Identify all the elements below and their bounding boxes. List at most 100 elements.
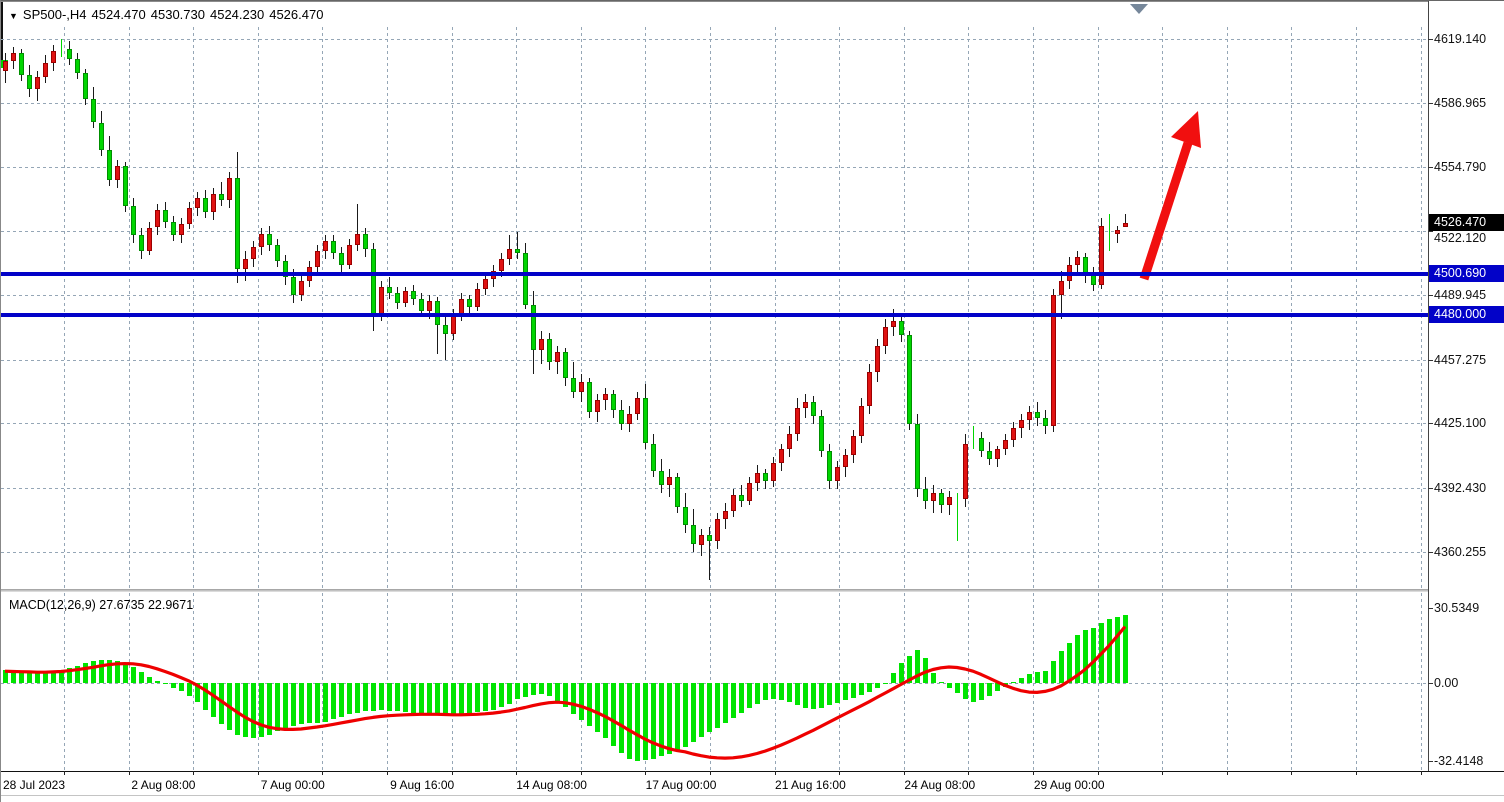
macd-histogram-bar bbox=[195, 683, 200, 703]
bearish-candle-body bbox=[163, 209, 168, 222]
horizontal-gridline bbox=[1, 423, 1428, 424]
current-price-badge: 4526.470 bbox=[1429, 214, 1504, 232]
macd-histogram-bar bbox=[1059, 651, 1064, 683]
macd-histogram-bar bbox=[715, 683, 720, 728]
macd-histogram-bar bbox=[387, 683, 392, 711]
bullish-candle-body bbox=[115, 166, 120, 180]
macd-histogram-bar bbox=[1067, 642, 1072, 683]
bearish-candle-body bbox=[75, 59, 80, 73]
time-axis-tick bbox=[1097, 771, 1099, 775]
price-axis-tick bbox=[1428, 103, 1433, 104]
macd-histogram-bar bbox=[1051, 660, 1056, 683]
macd-histogram-bar bbox=[699, 683, 704, 738]
trend-arrow-head[interactable] bbox=[1171, 111, 1201, 148]
vertical-gridline bbox=[580, 593, 582, 771]
macd-histogram-bar bbox=[251, 683, 256, 739]
bullish-candle-body bbox=[451, 314, 456, 335]
bullish-candle-body bbox=[187, 207, 192, 224]
last-candle-marker-icon bbox=[1130, 4, 1148, 14]
macd-histogram-bar bbox=[883, 683, 888, 685]
time-axis-tick bbox=[839, 771, 841, 775]
macd-indicator-pane[interactable] bbox=[1, 593, 1429, 771]
ohlc-high: 4530.730 bbox=[150, 7, 205, 22]
bullish-candle-body bbox=[179, 223, 184, 236]
bearish-candle-body bbox=[219, 193, 224, 200]
bearish-candle-body bbox=[443, 324, 448, 335]
macd-histogram-bar bbox=[427, 683, 432, 714]
bullish-candle-body bbox=[43, 63, 48, 77]
price-axis-label: 4586.965 bbox=[1434, 96, 1487, 110]
symbol-dropdown-icon[interactable]: ▼ bbox=[9, 11, 18, 21]
macd-histogram-bar bbox=[203, 683, 208, 710]
bullish-candle-body bbox=[499, 259, 504, 272]
macd-histogram-bar bbox=[331, 683, 336, 720]
macd-histogram-bar bbox=[347, 683, 352, 715]
macd-axis-label: -32.4148 bbox=[1434, 754, 1484, 768]
macd-histogram-bar bbox=[955, 683, 960, 693]
macd-histogram-bar bbox=[875, 683, 880, 689]
bearish-candle-body bbox=[83, 73, 88, 99]
macd-histogram-bar bbox=[1115, 616, 1120, 683]
support-resistance-line[interactable] bbox=[1, 312, 1428, 317]
time-axis-tick bbox=[580, 771, 582, 775]
macd-histogram-bar bbox=[67, 668, 72, 683]
bullish-candle-body bbox=[35, 76, 40, 89]
bearish-candle-body bbox=[643, 397, 648, 444]
bullish-candle-body bbox=[787, 433, 792, 450]
support-resistance-line[interactable] bbox=[1, 271, 1428, 276]
time-axis-label: 28 Jul 2023 bbox=[2, 778, 66, 792]
macd-histogram-bar bbox=[547, 683, 552, 697]
bullish-candle-body bbox=[1115, 229, 1120, 234]
macd-histogram-bar bbox=[523, 683, 528, 698]
price-level-badge: 4500.690 bbox=[1429, 265, 1504, 283]
macd-histogram-bar bbox=[411, 683, 416, 713]
bullish-candle-body bbox=[595, 399, 600, 412]
macd-histogram-bar bbox=[515, 683, 520, 699]
bullish-candle-body bbox=[883, 326, 888, 347]
macd-histogram-bar bbox=[795, 683, 800, 705]
macd-histogram-bar bbox=[299, 683, 304, 725]
macd-histogram-bar bbox=[811, 683, 816, 709]
bullish-candle-body bbox=[635, 397, 640, 414]
pane-separator[interactable] bbox=[1, 589, 1429, 592]
vertical-gridline bbox=[516, 593, 518, 771]
vertical-gridline bbox=[1356, 27, 1357, 589]
trend-arrow-shaft[interactable] bbox=[1139, 141, 1193, 281]
price-axis-label: 4489.945 bbox=[1434, 288, 1487, 302]
horizontal-gridline bbox=[1, 552, 1428, 553]
bullish-candle-body bbox=[155, 209, 160, 228]
time-axis-tick bbox=[1420, 771, 1422, 775]
macd-histogram-bar bbox=[923, 658, 928, 683]
bullish-candle-body bbox=[699, 534, 704, 545]
bullish-candle-body bbox=[227, 178, 232, 200]
macd-histogram-bar bbox=[675, 683, 680, 751]
bullish-candle-body bbox=[51, 51, 56, 64]
bullish-candle-body bbox=[1059, 281, 1064, 295]
vertical-gridline bbox=[1226, 27, 1228, 589]
price-chart-pane[interactable] bbox=[1, 1, 1429, 590]
bearish-candle-body bbox=[27, 74, 32, 89]
bearish-candle-body bbox=[139, 235, 144, 252]
vertical-gridline bbox=[1033, 593, 1034, 771]
macd-histogram-bar bbox=[635, 683, 640, 761]
bearish-candle-body bbox=[371, 249, 376, 315]
macd-histogram-bar bbox=[691, 683, 696, 742]
time-axis-label: 7 Aug 00:00 bbox=[260, 778, 325, 792]
macd-histogram-bar bbox=[571, 683, 576, 715]
macd-histogram-bar bbox=[651, 683, 656, 759]
candle-wick bbox=[221, 181, 222, 206]
time-axis-tick bbox=[193, 771, 195, 775]
macd-histogram-bar bbox=[915, 649, 920, 683]
bearish-candle-body bbox=[819, 415, 824, 452]
macd-histogram-bar bbox=[587, 683, 592, 727]
bearish-candle-body bbox=[979, 437, 984, 452]
vertical-gridline bbox=[1420, 593, 1422, 771]
bullish-candle-body bbox=[403, 290, 408, 303]
macd-histogram-bar bbox=[483, 683, 488, 711]
macd-histogram-bar bbox=[851, 683, 856, 698]
macd-histogram-bar bbox=[395, 683, 400, 712]
macd-histogram-bar bbox=[403, 683, 408, 712]
macd-histogram-bar bbox=[667, 683, 672, 754]
bullish-candle-body bbox=[1123, 222, 1128, 227]
